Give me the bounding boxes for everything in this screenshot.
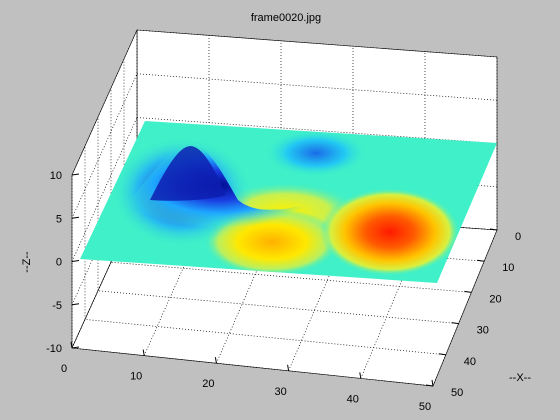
y-tick-label: 40 — [464, 356, 476, 368]
left-z-gridline — [71, 29, 138, 176]
z-tick — [71, 216, 80, 219]
z-tick-label: 0 — [56, 257, 62, 269]
y-tick — [425, 384, 434, 387]
surface — [80, 121, 497, 283]
y-tick-label: 0 — [515, 231, 521, 243]
y-tick-label: 10 — [502, 262, 514, 274]
y-tick — [489, 228, 498, 231]
red-trough — [320, 188, 460, 276]
z-tick-label: 10 — [50, 170, 62, 182]
y-tick-label: 50 — [451, 387, 463, 399]
z-tick-label: -5 — [52, 300, 62, 312]
y-tick — [438, 353, 446, 356]
x-tick — [431, 379, 434, 387]
floor-y-gridline — [97, 290, 459, 324]
y-tick — [451, 322, 459, 325]
back-z-gridline — [136, 29, 498, 58]
floor-y-gridline — [71, 347, 434, 387]
x-tick — [214, 357, 217, 364]
floor-x-gridline — [432, 229, 498, 387]
z-tick — [71, 260, 80, 262]
x-tick — [142, 349, 145, 356]
x-tick-label: 0 — [61, 363, 67, 375]
figure-title: frame0020.jpg — [251, 12, 321, 24]
z-tick-label: 5 — [56, 213, 62, 225]
back-z-gridline — [136, 117, 498, 144]
x-tick-label: 50 — [419, 401, 431, 413]
x-tick — [287, 364, 290, 371]
left-z-gridline — [71, 117, 138, 262]
light-blue-bump — [264, 129, 368, 177]
z-tick-label: -10 — [46, 343, 62, 355]
y-tick — [464, 290, 472, 293]
x-axis-label: --X-- — [509, 372, 531, 384]
y-tick-label: 30 — [477, 325, 489, 337]
left-z-gridline — [71, 204, 138, 349]
z-tick — [71, 346, 80, 349]
axis-ticks — [70, 173, 498, 387]
y-tick — [477, 259, 485, 262]
z-axis-label: --Z-- — [21, 251, 33, 273]
x-tick-label: 40 — [347, 393, 359, 405]
left-z-gridline — [71, 73, 138, 219]
floor-y-gridline — [84, 319, 446, 356]
x-tick-label: 10 — [130, 371, 142, 383]
z-tick — [71, 173, 80, 176]
peak-core — [150, 146, 226, 201]
x-tick-label: 20 — [202, 378, 214, 390]
x-tick-label: 30 — [274, 386, 286, 398]
z-tick — [71, 303, 80, 306]
floor-x-gridline — [288, 219, 354, 371]
y-tick-label: 20 — [489, 293, 501, 305]
floor-y-gridline — [110, 261, 472, 293]
x-tick — [70, 341, 73, 349]
x-tick — [359, 372, 362, 379]
back-z-gridline — [136, 73, 498, 101]
